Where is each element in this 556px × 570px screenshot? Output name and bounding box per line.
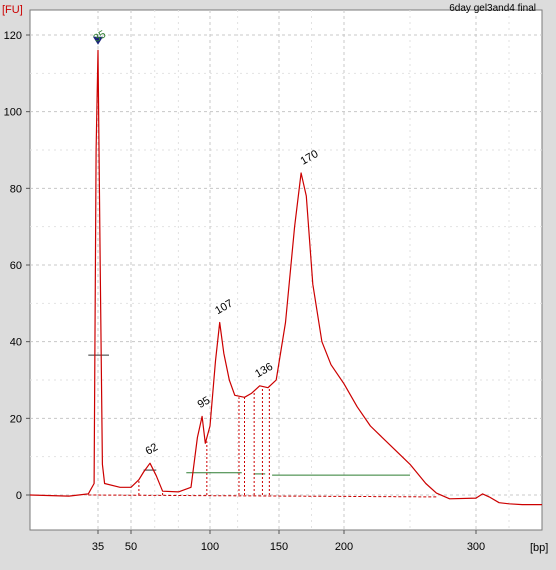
- baseline-line: [88, 494, 437, 498]
- peak-regions: [88, 354, 437, 498]
- chart-title: 6day gel3and4 final: [449, 3, 536, 14]
- y-tick-label: 20: [10, 413, 22, 425]
- tick-layer: 0 20 40 60 80 100 120 35 50 100 150 200 300: [4, 30, 486, 553]
- y-tick-label: 60: [10, 260, 22, 272]
- y-tick-label: 100: [4, 107, 22, 119]
- peak-label: 95: [196, 394, 213, 411]
- y-tick-label: 120: [4, 30, 22, 42]
- x-axis-label: [bp]: [530, 542, 548, 554]
- x-tick-label: 300: [467, 541, 485, 553]
- peak-boundaries: [138, 385, 270, 495]
- x-tick-label: 50: [125, 541, 137, 553]
- series-layer: [29, 36, 542, 506]
- y-tick-label: 80: [10, 183, 22, 195]
- y-axis-label: [FU]: [2, 4, 23, 16]
- x-tick-label: 100: [201, 541, 219, 553]
- peak-marker-icon: [93, 36, 103, 45]
- grid-lines: [30, 10, 542, 530]
- y-tick-label: 40: [10, 337, 22, 349]
- peak-label: 35: [92, 28, 109, 45]
- series-line: [29, 49, 542, 506]
- peak-label: 62: [143, 441, 160, 458]
- x-tick-label: 150: [270, 541, 288, 553]
- x-tick-label: 200: [335, 541, 353, 553]
- plot-area: [29, 9, 543, 531]
- x-tick-label: 35: [92, 541, 104, 553]
- y-tick-label: 0: [16, 490, 22, 502]
